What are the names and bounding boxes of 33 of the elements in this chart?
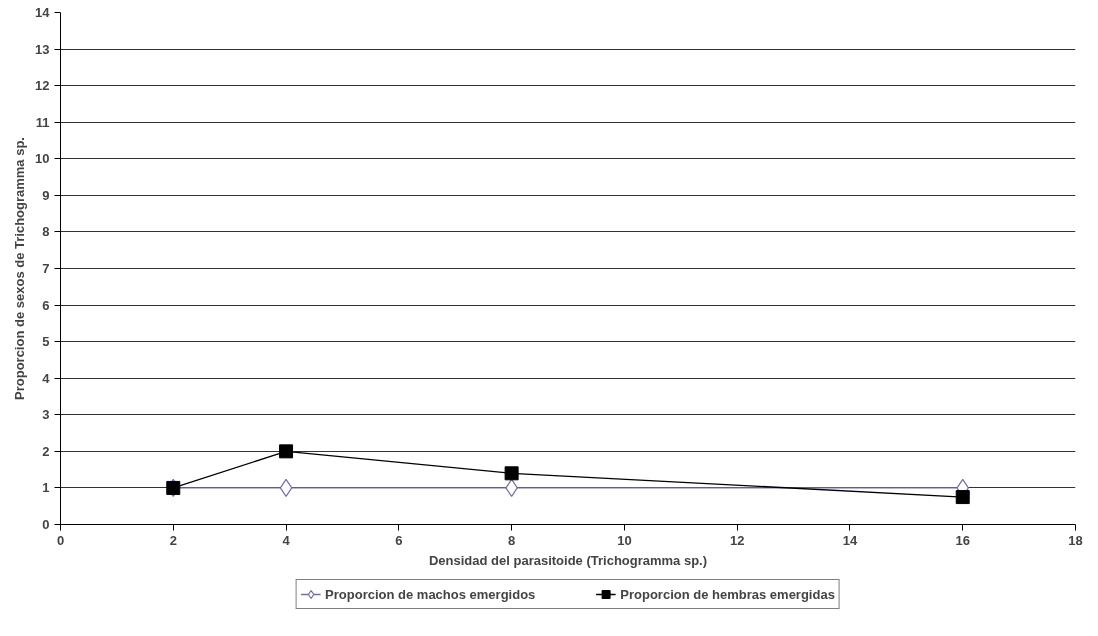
y-tick-label: 14	[35, 5, 51, 20]
x-tick-label: 18	[1068, 532, 1083, 548]
y-tick-label: 7	[42, 261, 50, 276]
legend-label: Proporcion de hembras emergidas	[620, 586, 835, 602]
x-tick-label: 4	[282, 532, 291, 548]
x-tick-label: 12	[729, 532, 745, 548]
y-tick-label: 0	[42, 517, 50, 532]
x-axis-title: Densidad del parasitoide (Trichogramma sp.)	[428, 552, 708, 568]
x-tick-label: 10	[617, 532, 632, 548]
point	[279, 478, 293, 498]
y-tick-label: 12	[35, 78, 50, 94]
y-tick-label: 4	[42, 370, 51, 386]
y-tick-label: 6	[42, 297, 50, 313]
x-tick-label: 8	[508, 532, 516, 548]
y-axis-title: Proporcion de sexos de Trichogramma sp.	[12, 137, 28, 400]
y-tick-label: 11	[35, 114, 50, 130]
x-tick-label: 0	[56, 532, 65, 548]
y-tick-label: 13	[35, 41, 50, 57]
y-tick-label: 3	[42, 407, 50, 423]
x-tick-label: 14	[842, 532, 858, 548]
y-tick-label: 1	[42, 480, 50, 496]
y-tick-label: 5	[42, 334, 50, 350]
legend-label: Proporcion de machos emergidos	[325, 586, 536, 602]
point	[279, 444, 294, 459]
y-tick-label: 2	[42, 443, 50, 459]
y-tick-label: 10	[35, 151, 50, 167]
x-tick-label: 16	[955, 532, 970, 548]
point	[955, 490, 970, 505]
x-tick-label: 6	[395, 532, 403, 548]
y-tick-label: 9	[42, 187, 50, 203]
point	[504, 466, 519, 481]
x-tick-label: 2	[169, 532, 177, 548]
y-tick-label: 8	[42, 224, 50, 240]
